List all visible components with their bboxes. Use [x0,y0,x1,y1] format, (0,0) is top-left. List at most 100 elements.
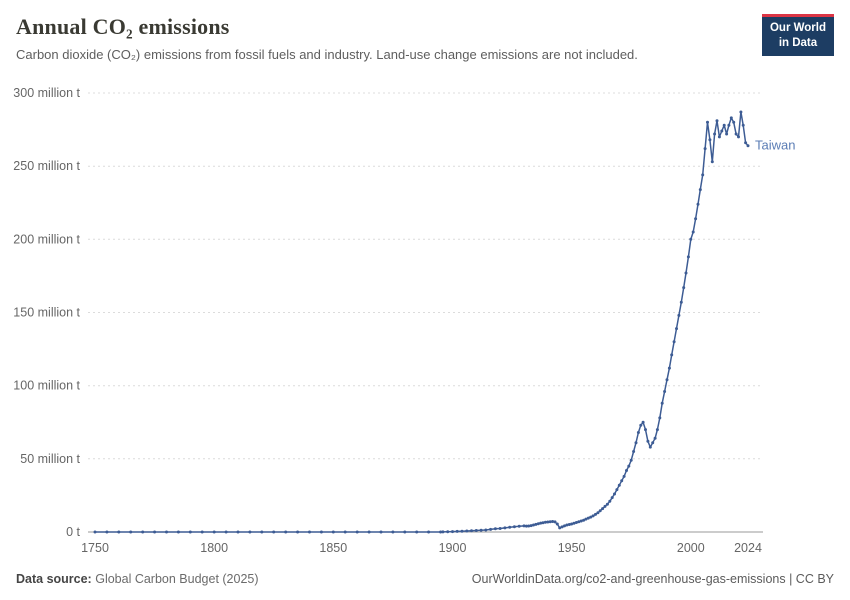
data-point [594,512,597,516]
data-point [563,524,566,528]
data-point [591,514,595,518]
data-point [670,353,674,357]
data-point [105,530,109,534]
x-tick-label: 1900 [439,541,467,555]
data-point [567,523,571,526]
data-point [634,441,638,445]
data-point [532,523,535,527]
data-point [746,144,750,148]
data-point [527,524,531,528]
data-point [403,530,407,534]
data-point [632,450,636,453]
x-tick-label: 2000 [677,541,705,555]
data-point [641,420,645,424]
data-point [706,120,709,124]
data-point [598,509,602,513]
data-point [460,529,464,533]
data-point [613,492,616,496]
data-point [615,488,619,492]
x-tick-label: 1850 [319,541,347,555]
data-point [665,378,669,382]
data-point [739,110,743,114]
data-point [577,520,581,524]
data-point [200,530,204,534]
data-point [343,530,347,534]
data-point [522,524,526,528]
data-point [272,530,276,534]
data-point [551,520,555,523]
data-point [725,132,729,136]
data-point [660,401,664,405]
data-point [379,530,383,534]
data-point [465,529,469,533]
data-point [586,516,590,520]
data-point [534,522,538,526]
y-tick-label: 50 million t [20,452,80,466]
chart-svg: 0 t 50 million t 100 million t 150 million … [13,86,795,555]
data-point [153,530,157,534]
data-point [646,439,650,443]
data-point [512,525,516,529]
data-point [260,530,264,534]
data-point [541,521,545,525]
data-point [737,135,740,139]
x-tick-label: 1950 [558,541,586,555]
chart-footer: Data source: Global Carbon Budget (2025)… [16,572,834,586]
data-point [141,530,145,534]
data-point [558,526,562,530]
data-point [224,530,228,534]
data-point [729,116,733,120]
data-point [439,530,443,534]
data-point [629,458,633,462]
data-point [653,436,657,440]
data-point [236,530,240,534]
owid-logo[interactable]: Our World in Data [761,14,834,56]
data-point [727,123,731,127]
data-point [248,530,252,534]
data-point [603,504,607,508]
data-point [524,524,528,528]
data-point [451,530,454,534]
data-point [651,441,655,445]
data-point [188,530,192,534]
y-tick-label: 300 million t [13,86,80,100]
data-point [663,390,667,393]
data-point [677,313,681,317]
data-point [686,255,690,259]
data-point [620,479,624,483]
data-point [441,530,445,534]
owid-logo-line2: in Data [778,36,818,49]
line-chart[interactable]: 0 t 50 million t 100 million t 150 million … [0,85,850,565]
data-point [734,132,738,136]
data-point [508,525,512,529]
data-point [622,474,626,478]
data-point [710,160,714,164]
data-point [636,431,640,434]
data-point [694,217,698,221]
data-point [319,530,323,534]
x-tick-label: 1800 [200,541,228,555]
data-point [455,529,459,533]
entity-label: Taiwan [755,138,795,153]
data-point [639,423,643,427]
data-point [744,141,748,145]
data-point [658,416,662,420]
data-point [529,524,533,528]
data-point [655,428,659,432]
data-point [479,528,483,532]
data-point [617,483,621,487]
data-point [503,526,507,530]
data-point [610,496,614,500]
data-point [675,327,678,331]
data-source-value: Global Carbon Budget (2025) [95,572,259,586]
data-point [355,530,359,534]
data-point [713,132,717,136]
data-point [308,530,311,534]
data-point [176,530,180,534]
data-point [484,528,488,532]
data-point [548,520,552,524]
data-point [498,527,502,530]
data-point [543,520,547,524]
attribution-link[interactable]: OurWorldinData.org/co2-and-greenhouse-ga… [471,572,834,586]
